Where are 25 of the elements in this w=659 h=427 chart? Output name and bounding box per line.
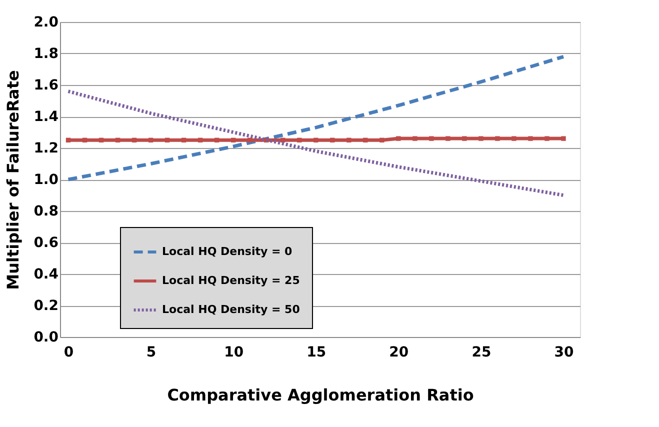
x-tick-label: 10: [224, 344, 244, 360]
y-tick-label: 1.4: [34, 109, 59, 125]
x-tick-label: 20: [389, 344, 409, 360]
x-axis-title: Comparative Agglomeration Ratio: [167, 386, 474, 404]
y-tick-label: 1.2: [34, 140, 58, 156]
y-tick-label: 1.0: [34, 172, 59, 188]
y-tick-label: 0.6: [34, 235, 58, 251]
x-tick-label: 25: [472, 344, 492, 360]
line-series: [66, 90, 566, 197]
legend-label: Local HQ Density = 50: [162, 303, 300, 316]
line-series: [66, 54, 566, 182]
y-tick-label: 0.2: [34, 298, 58, 314]
legend-label: Local HQ Density = 0: [162, 245, 293, 258]
x-tick-label: 5: [146, 344, 156, 360]
y-tick-label: 1.8: [34, 46, 58, 62]
x-tick-label: 15: [306, 344, 326, 360]
x-tick-label: 0: [64, 344, 74, 360]
y-tick-label: 0.0: [34, 330, 59, 346]
legend-label: Local HQ Density = 25: [162, 274, 300, 287]
y-tick-label: 2.0: [34, 14, 59, 30]
y-axis-title: Multiplier of FailureRate: [4, 70, 23, 290]
y-tick-label: 1.6: [34, 78, 58, 94]
y-tick-label: 0.4: [34, 266, 59, 282]
x-tick-label: 30: [554, 344, 574, 360]
y-tick-label: 0.8: [34, 204, 58, 220]
